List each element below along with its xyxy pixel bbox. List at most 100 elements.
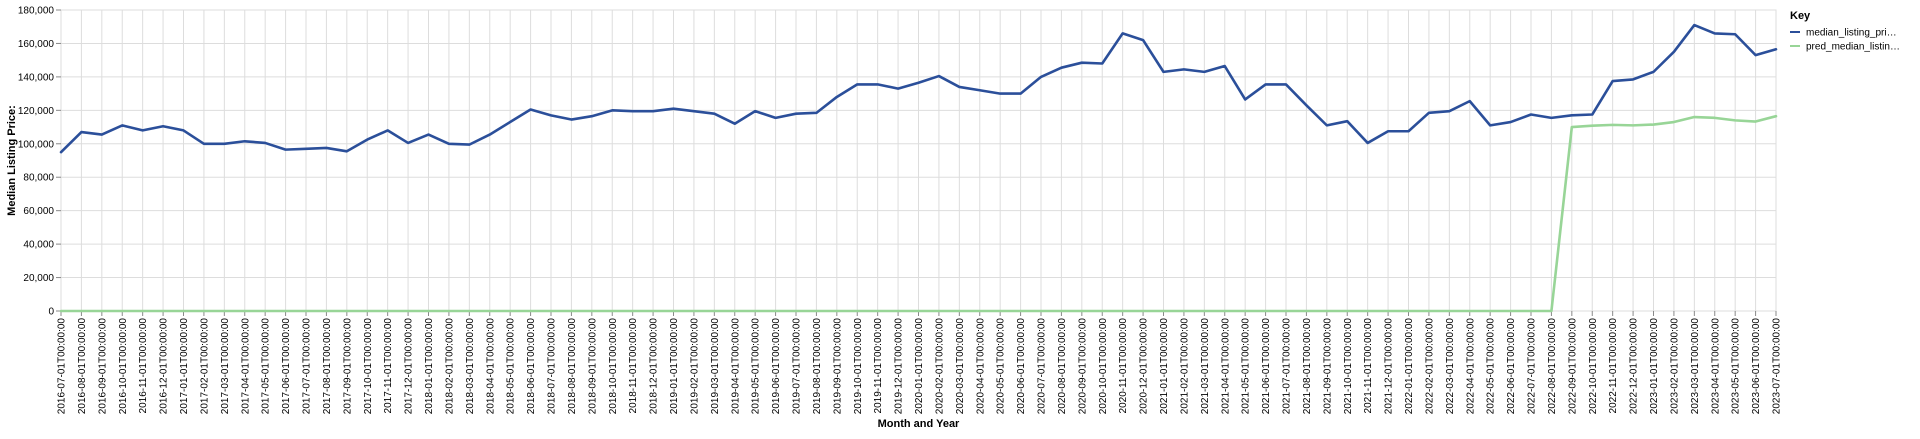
x-tick-label: 2020-06-01T00:00:00 <box>1016 318 1027 415</box>
gridlines <box>60 9 1777 312</box>
x-tick-label: 2019-05-01T00:00:00 <box>751 318 762 415</box>
x-tick-label: 2019-01-01T00:00:00 <box>669 318 680 415</box>
x-tick-label: 2019-02-01T00:00:00 <box>689 318 700 415</box>
x-tick-label: 2022-03-01T00:00:00 <box>1445 318 1456 415</box>
x-tick-label: 2022-04-01T00:00:00 <box>1465 318 1476 415</box>
x-tick-label: 2018-07-01T00:00:00 <box>547 318 558 415</box>
x-tick-label: 2023-03-01T00:00:00 <box>1690 318 1701 415</box>
x-tick-label: 2018-04-01T00:00:00 <box>485 318 496 415</box>
y-axis-title: Median Listing Price: <box>6 105 18 216</box>
x-tick-label: 2016-12-01T00:00:00 <box>159 318 170 415</box>
x-tick-label: 2020-11-01T00:00:00 <box>1118 318 1129 414</box>
x-tick-label: 2022-12-01T00:00:00 <box>1629 318 1640 415</box>
x-tick-label: 2018-01-01T00:00:00 <box>424 318 435 415</box>
x-tick-label: 2021-06-01T00:00:00 <box>1261 318 1272 415</box>
x-tick-label: 2019-11-01T00:00:00 <box>873 318 884 414</box>
x-tick-label: 2017-11-01T00:00:00 <box>383 318 394 414</box>
x-tick-label: 2016-07-01T00:00:00 <box>57 318 68 415</box>
x-tick-label: 2021-09-01T00:00:00 <box>1322 318 1333 415</box>
x-tick-label: 2017-07-01T00:00:00 <box>302 318 313 415</box>
x-tick-label: 2020-01-01T00:00:00 <box>914 318 925 415</box>
x-tick-label: 2017-06-01T00:00:00 <box>281 318 292 415</box>
y-tick-label: 120,000 <box>18 106 55 117</box>
x-tick-label: 2018-06-01T00:00:00 <box>526 318 537 415</box>
x-tick-label: 2023-07-01T00:00:00 <box>1772 318 1783 415</box>
x-tick-label: 2022-08-01T00:00:00 <box>1547 318 1558 415</box>
x-tick-label: 2023-04-01T00:00:00 <box>1710 318 1721 415</box>
x-tick-label: 2019-09-01T00:00:00 <box>832 318 843 415</box>
x-tick-label: 2021-02-01T00:00:00 <box>1179 318 1190 415</box>
x-tick-label: 2023-06-01T00:00:00 <box>1751 318 1762 415</box>
x-tick-label: 2017-01-01T00:00:00 <box>179 318 190 415</box>
legend-label-median-listing-price: median_listing_pri… <box>1806 28 1897 39</box>
x-tick-label: 2023-01-01T00:00:00 <box>1649 318 1660 415</box>
x-tick-label: 2018-10-01T00:00:00 <box>608 318 619 415</box>
x-tick-label: 2020-08-01T00:00:00 <box>1057 318 1068 415</box>
x-tick-label: 2016-09-01T00:00:00 <box>97 318 108 415</box>
x-tick-label: 2021-12-01T00:00:00 <box>1384 318 1395 415</box>
x-tick-label: 2020-05-01T00:00:00 <box>996 318 1007 415</box>
x-tick-label: 2020-03-01T00:00:00 <box>955 318 966 415</box>
x-tick-label: 2016-08-01T00:00:00 <box>77 318 88 415</box>
x-tick-label: 2018-03-01T00:00:00 <box>465 318 476 415</box>
x-tick-label: 2016-11-01T00:00:00 <box>138 318 149 414</box>
x-tick-label: 2021-11-01T00:00:00 <box>1363 318 1374 414</box>
x-tick-label: 2022-07-01T00:00:00 <box>1527 318 1538 415</box>
x-tick-label: 2019-12-01T00:00:00 <box>894 318 905 415</box>
x-tick-label: 2022-06-01T00:00:00 <box>1506 318 1517 415</box>
y-tick-label: 160,000 <box>18 39 55 50</box>
x-tick-label: 2020-10-01T00:00:00 <box>1098 318 1109 415</box>
x-tick-label: 2021-01-01T00:00:00 <box>1159 318 1170 415</box>
x-tick-label: 2021-05-01T00:00:00 <box>1241 318 1252 415</box>
y-tick-label: 20,000 <box>23 273 54 284</box>
x-tick-label: 2020-12-01T00:00:00 <box>1139 318 1150 415</box>
x-tick-label: 2018-11-01T00:00:00 <box>628 318 639 414</box>
y-tick-label: 80,000 <box>23 173 54 184</box>
legend-title: Key <box>1790 10 1811 22</box>
x-tick-label: 2017-05-01T00:00:00 <box>261 318 272 415</box>
x-tick-label: 2021-07-01T00:00:00 <box>1282 318 1293 415</box>
x-tick-label: 2017-12-01T00:00:00 <box>404 318 415 415</box>
x-tick-label: 2020-09-01T00:00:00 <box>1077 318 1088 415</box>
x-tick-label: 2017-03-01T00:00:00 <box>220 318 231 415</box>
x-tick-label: 2017-08-01T00:00:00 <box>322 318 333 415</box>
x-tick-label: 2021-10-01T00:00:00 <box>1343 318 1354 415</box>
x-tick-label: 2021-08-01T00:00:00 <box>1302 318 1313 415</box>
series-line-pred-median-listing-price <box>59 114 1778 313</box>
series-lines <box>59 23 1778 313</box>
x-tick-label: 2018-09-01T00:00:00 <box>587 318 598 415</box>
x-tick-label: 2019-06-01T00:00:00 <box>771 318 782 415</box>
x-tick-label: 2021-03-01T00:00:00 <box>1200 318 1211 415</box>
x-tick-label: 2018-08-01T00:00:00 <box>567 318 578 415</box>
x-axis-title: Month and Year <box>878 418 960 430</box>
x-tick-label: 2023-02-01T00:00:00 <box>1669 318 1680 415</box>
y-axis: 0 20,000 40,000 60,000 80,000 100,000 120,000 1… <box>18 6 61 318</box>
x-tick-label: 2017-02-01T00:00:00 <box>199 318 210 415</box>
y-tick-label: 100,000 <box>18 139 55 150</box>
legend: Key median_listing_pri… pred_median_list… <box>1790 10 1900 53</box>
x-tick-label: 2020-02-01T00:00:00 <box>934 318 945 415</box>
x-tick-label: 2017-10-01T00:00:00 <box>363 318 374 415</box>
x-tick-label: 2022-05-01T00:00:00 <box>1486 318 1497 415</box>
x-tick-label: 2018-05-01T00:00:00 <box>506 318 517 415</box>
x-tick-label: 2018-12-01T00:00:00 <box>649 318 660 415</box>
x-tick-label: 2022-10-01T00:00:00 <box>1588 318 1599 415</box>
x-axis: 2016-07-01T00:00:00 2016-08-01T00:00:00 20… <box>57 311 1783 414</box>
x-tick-label: 2019-08-01T00:00:00 <box>812 318 823 415</box>
x-tick-label: 2022-01-01T00:00:00 <box>1404 318 1415 415</box>
y-tick-label: 0 <box>48 307 54 318</box>
x-tick-label: 2022-09-01T00:00:00 <box>1567 318 1578 415</box>
x-tick-label: 2020-07-01T00:00:00 <box>1037 318 1048 415</box>
x-tick-label: 2019-04-01T00:00:00 <box>730 318 741 415</box>
x-tick-label: 2017-04-01T00:00:00 <box>240 318 251 415</box>
x-tick-label: 2016-10-01T00:00:00 <box>118 318 129 415</box>
y-tick-label: 180,000 <box>18 6 55 17</box>
x-tick-label: 2019-10-01T00:00:00 <box>853 318 864 415</box>
x-tick-label: 2021-04-01T00:00:00 <box>1220 318 1231 415</box>
y-tick-label: 60,000 <box>23 206 54 217</box>
legend-label-pred-median-listing-price: pred_median_listin… <box>1806 42 1900 53</box>
x-tick-label: 2022-02-01T00:00:00 <box>1424 318 1435 415</box>
series-line-median-listing-price <box>59 23 1778 154</box>
